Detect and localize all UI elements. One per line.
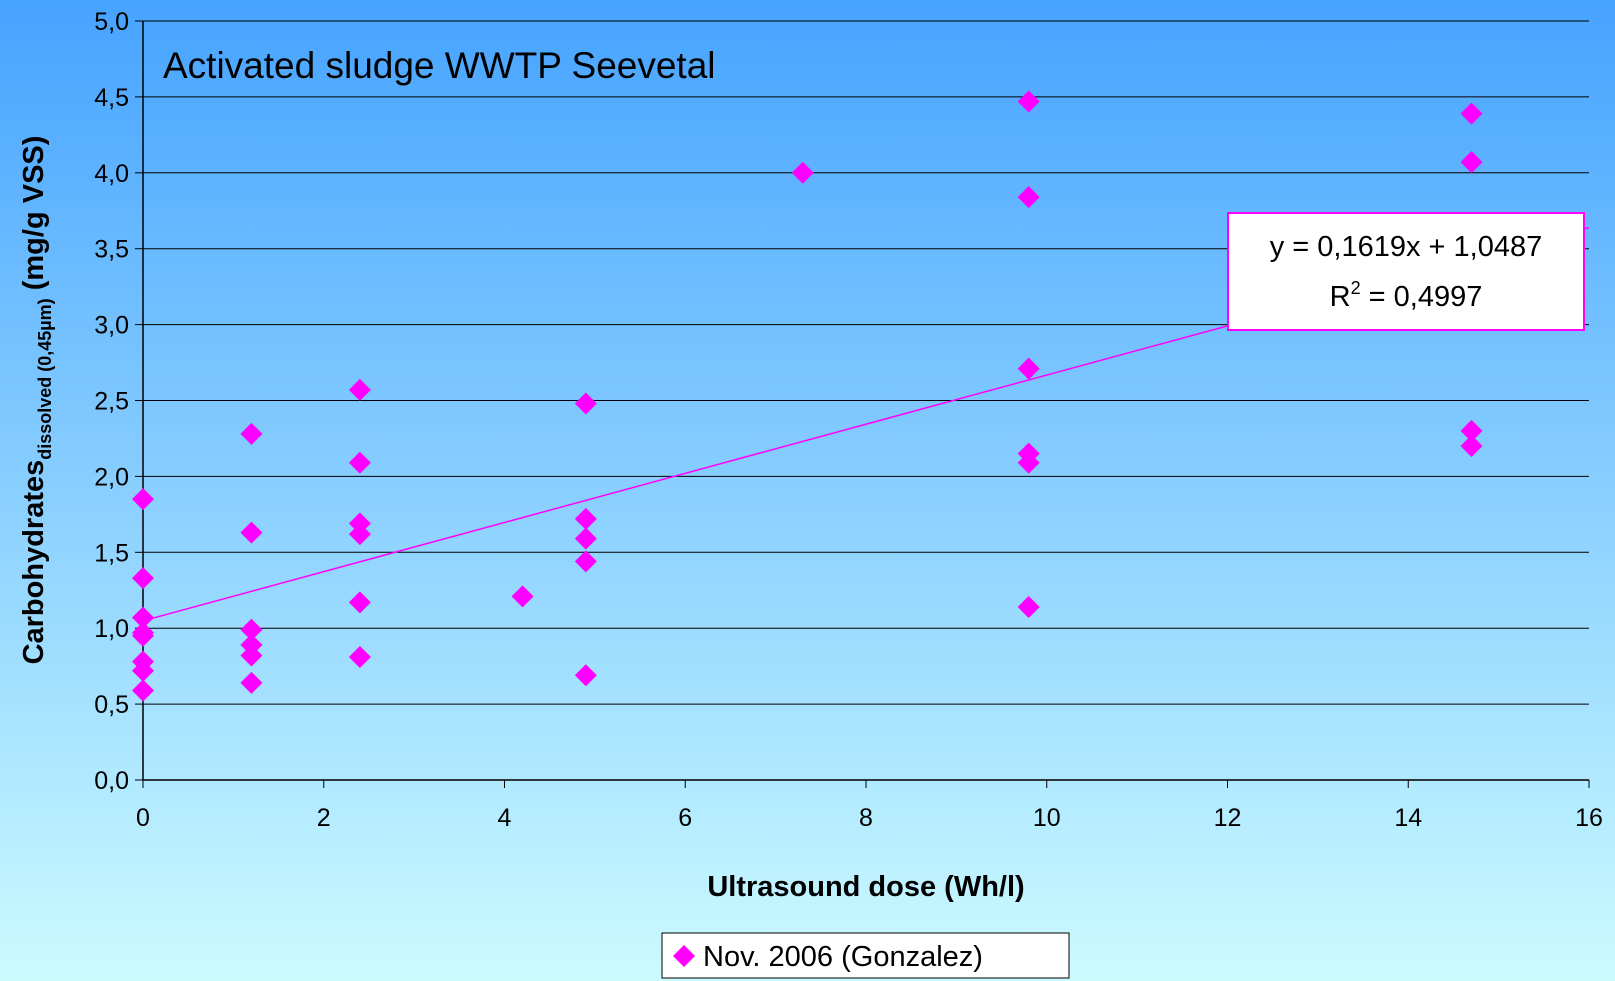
x-tick-label: 6 bbox=[678, 804, 692, 832]
point bbox=[348, 378, 371, 401]
y-label-unit: (mg/g VSS) bbox=[18, 136, 50, 299]
y-tick-label: 0,0 bbox=[94, 767, 129, 795]
point bbox=[348, 646, 371, 669]
point bbox=[132, 679, 154, 702]
point bbox=[1017, 357, 1040, 380]
point bbox=[240, 618, 263, 641]
point bbox=[132, 606, 154, 629]
point bbox=[132, 624, 154, 647]
y-tick-label: 1,0 bbox=[94, 615, 129, 643]
point bbox=[1017, 186, 1040, 209]
point bbox=[1460, 419, 1483, 442]
point bbox=[348, 451, 371, 474]
r2-base: R bbox=[1330, 281, 1351, 313]
point bbox=[132, 488, 154, 511]
y-tick-label: 4,0 bbox=[94, 160, 129, 188]
point bbox=[240, 521, 263, 544]
x-tick-label: 14 bbox=[1394, 804, 1422, 832]
x-tick-label: 2 bbox=[317, 804, 331, 832]
point bbox=[574, 392, 597, 415]
x-axis-label: Ultrasound dose (Wh/l) bbox=[707, 871, 1024, 903]
chart-title: Activated sludge WWTP Seevetal bbox=[163, 45, 716, 86]
point bbox=[1017, 595, 1040, 618]
y-axis-label: Carbohydratesdissolved (0,45µm) (mg/g VS… bbox=[18, 136, 55, 665]
x-tick-label: 8 bbox=[859, 804, 873, 832]
x-tick-label: 10 bbox=[1033, 804, 1061, 832]
point bbox=[348, 523, 371, 546]
x-tick-label: 0 bbox=[136, 804, 150, 832]
legend-label: Nov. 2006 (Gonzalez) bbox=[703, 941, 983, 973]
y-tick-label: 3,5 bbox=[94, 236, 129, 264]
x-tick-label: 12 bbox=[1214, 804, 1242, 832]
point bbox=[240, 671, 263, 694]
point bbox=[348, 591, 371, 614]
r-squared: R2 = 0,4997 bbox=[1330, 278, 1483, 313]
legend-marker bbox=[673, 945, 695, 967]
point bbox=[1460, 102, 1483, 125]
legend-box bbox=[661, 932, 1070, 979]
y-tick-label: 3,0 bbox=[94, 312, 129, 340]
y-tick-label: 1,5 bbox=[94, 539, 129, 567]
equation: y = 0,1619x + 1,0487 bbox=[1270, 231, 1543, 263]
x-tick-label: 16 bbox=[1575, 804, 1603, 832]
equation-box bbox=[1227, 212, 1585, 331]
point bbox=[132, 659, 154, 682]
point bbox=[574, 550, 597, 573]
point bbox=[574, 664, 597, 687]
x-tick-label: 4 bbox=[498, 804, 512, 832]
point bbox=[1460, 435, 1483, 458]
y-label-main: Carbohydrates bbox=[18, 460, 50, 665]
point bbox=[1460, 151, 1483, 174]
r2-sup: 2 bbox=[1351, 278, 1361, 298]
y-tick-label: 5,0 bbox=[94, 8, 129, 36]
point bbox=[1017, 451, 1040, 474]
y-tick-label: 4,5 bbox=[94, 84, 129, 112]
point bbox=[791, 161, 814, 184]
y-tick-label: 2,0 bbox=[94, 463, 129, 491]
point bbox=[574, 507, 597, 530]
point bbox=[240, 644, 263, 667]
y-label-sub: dissolved (0,45µm) bbox=[35, 298, 55, 459]
point bbox=[240, 422, 263, 445]
y-tick-label: 0,5 bbox=[94, 691, 129, 719]
point bbox=[574, 527, 597, 550]
r2-rest: = 0,4997 bbox=[1361, 281, 1483, 313]
point bbox=[1017, 90, 1040, 113]
point bbox=[511, 585, 534, 608]
y-tick-label: 2,5 bbox=[94, 388, 129, 416]
point bbox=[132, 567, 154, 590]
